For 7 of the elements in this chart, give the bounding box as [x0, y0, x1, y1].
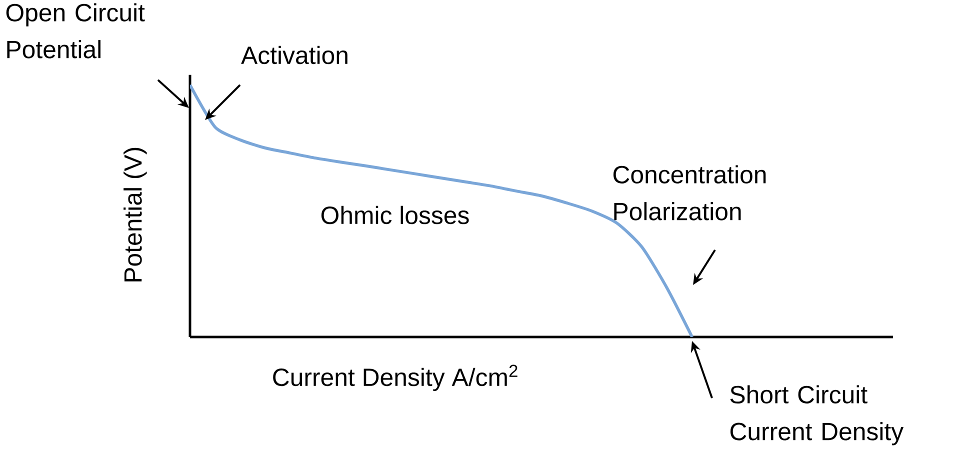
y-axis-title: Potential (V) — [124, 148, 147, 282]
text: Short Circuit Current Density — [730, 385, 904, 446]
annotation: Concentration Polarization — [613, 165, 766, 220]
text: Open Circuit Potential — [6, 3, 145, 58]
x-axis-title: Current Density A/cm$^{2}$ — [273, 364, 518, 392]
annotation: Ohmic losses — [321, 206, 469, 224]
text: Activation — [241, 46, 348, 64]
